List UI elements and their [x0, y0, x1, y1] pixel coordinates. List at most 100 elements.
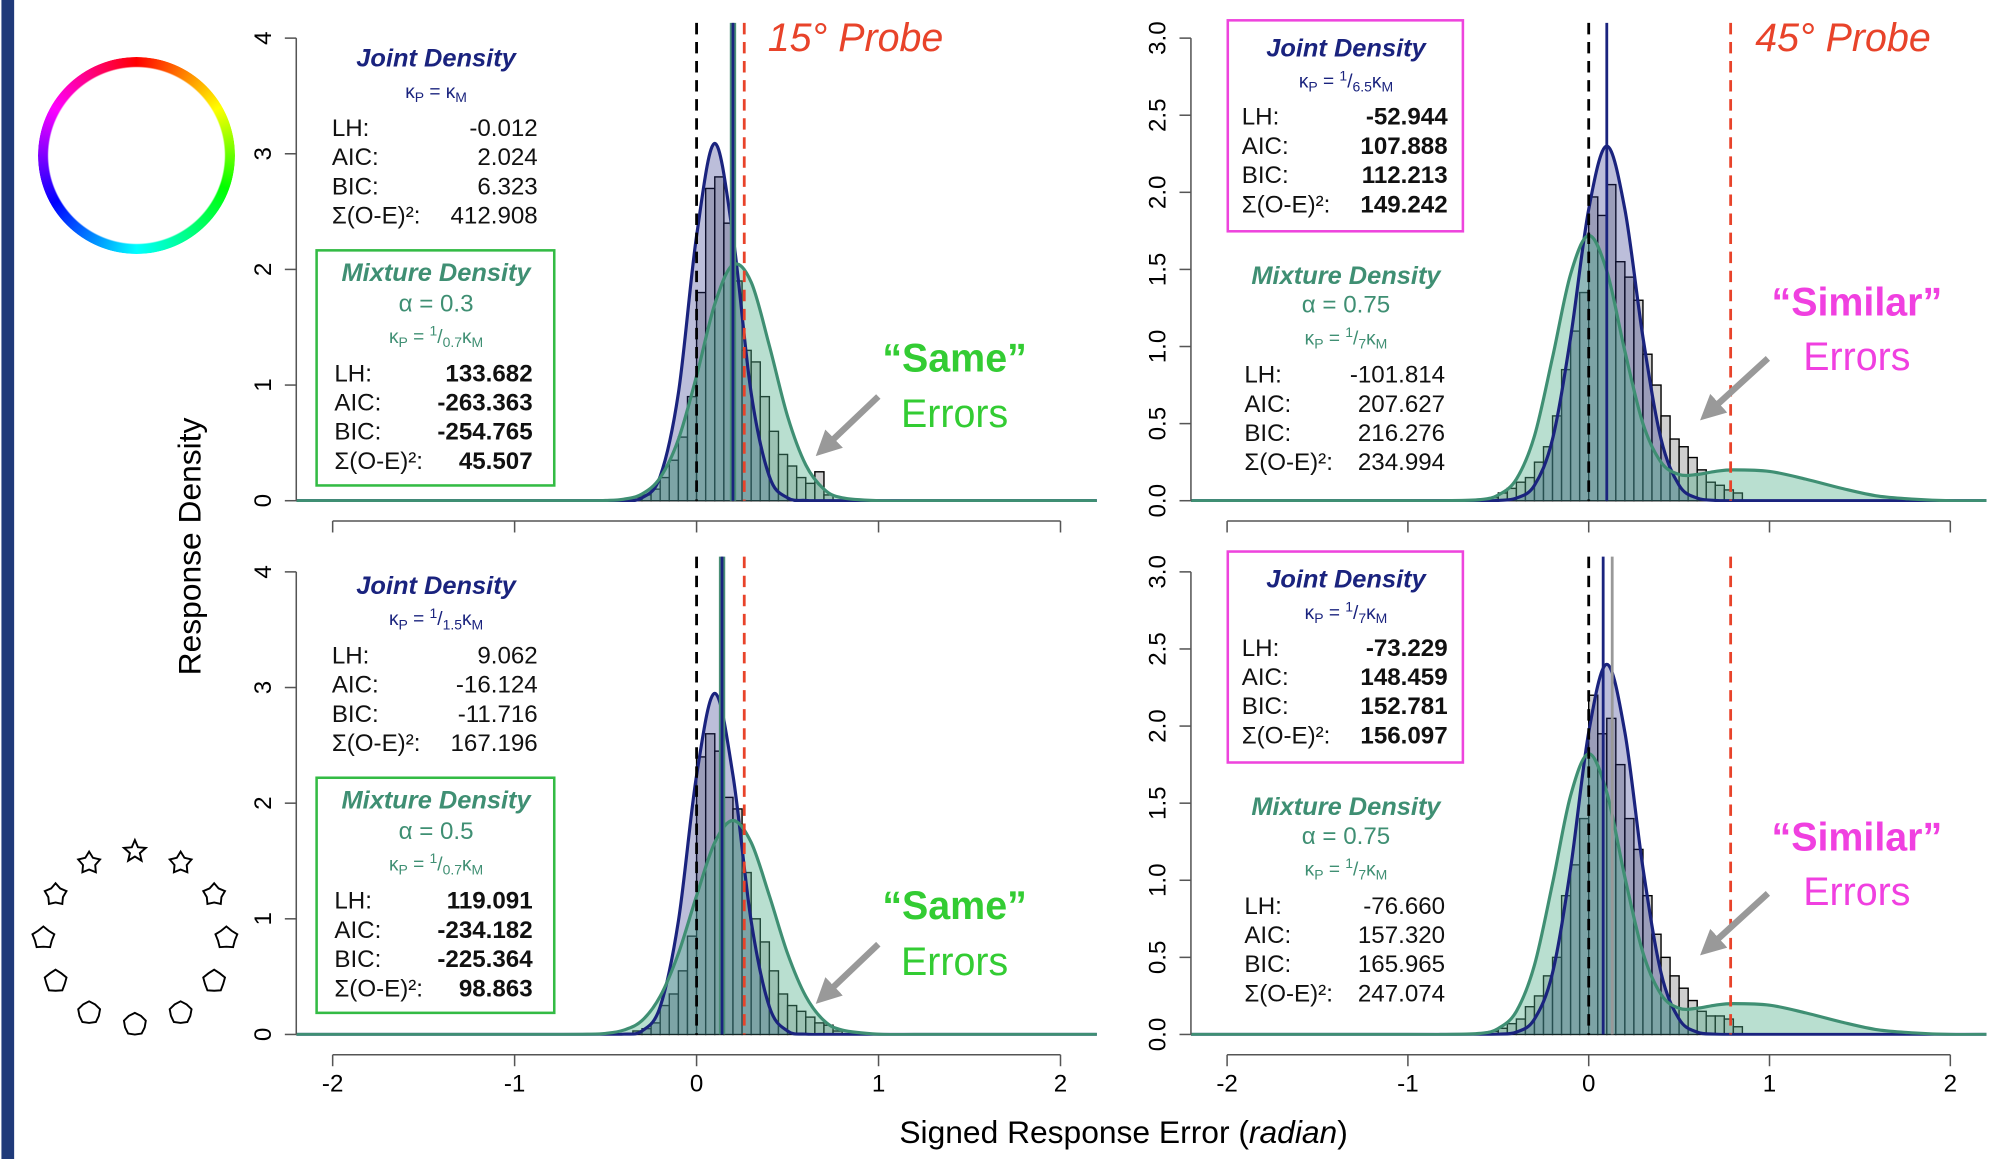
kappa-part: P: [1314, 335, 1323, 351]
kappa-part: =: [1324, 603, 1346, 624]
stat-value: 247.074: [1358, 980, 1445, 1007]
stat-value: 412.908: [451, 203, 538, 230]
stat-value: -16.124: [456, 672, 538, 699]
shape-icon: [214, 925, 239, 949]
kappa-part: =: [1324, 328, 1346, 349]
kappa-part: 1: [1339, 67, 1347, 83]
plot-area: [296, 141, 1097, 502]
alpha-label: α = 0.75: [1302, 823, 1390, 850]
stat-label: LH:: [1244, 893, 1282, 920]
kappa-part: κ: [389, 854, 399, 875]
stat-value: -254.765: [437, 419, 532, 446]
kappa-part: P: [398, 861, 407, 877]
kappa-part: 1.5: [443, 616, 463, 632]
stat-value: 152.781: [1360, 693, 1447, 720]
density-area: [1190, 753, 1987, 1035]
kappa-part: κ: [462, 327, 472, 348]
annotation-arrow: [1700, 356, 1771, 421]
x-tick-label: 0: [1582, 1071, 1595, 1098]
kappa-part: κ: [462, 854, 472, 875]
kappa-part: /: [1347, 72, 1353, 93]
stat-label: Σ(O-E)²:: [332, 203, 421, 230]
kappa-part: κ: [389, 327, 399, 348]
kappa-part: 1: [430, 322, 438, 338]
y-tick-label: 2.0: [1145, 709, 1172, 743]
y-tick-label: 3.0: [1145, 21, 1172, 55]
kappa-part: κ: [1305, 328, 1315, 349]
stat-value: 167.196: [451, 730, 538, 757]
density-curve: [1190, 233, 1987, 502]
kappa-part: 0.7: [443, 334, 463, 350]
stat-value: 207.627: [1358, 391, 1445, 418]
annotation-arrow: [815, 941, 881, 1004]
kappa-part: 1: [1345, 598, 1353, 614]
kappa-part: /: [437, 327, 443, 348]
stat-label: Σ(O-E)²:: [1244, 980, 1333, 1007]
y-tick-label: 0.0: [1145, 484, 1172, 518]
annotation: Errors: [1803, 870, 1910, 914]
kappa-part: M: [1376, 610, 1388, 626]
panel-title: 45° Probe: [1755, 16, 1931, 60]
shape-icon: [76, 849, 102, 874]
y-tick-label: 0.0: [1145, 1018, 1172, 1052]
shape-icon: [31, 925, 56, 949]
y-tick-label: 1: [250, 912, 277, 925]
kappa-part: P: [1314, 866, 1323, 882]
stat-value: -76.660: [1363, 893, 1445, 920]
panel-title: 15° Probe: [768, 16, 944, 60]
kappa-part: = κ: [424, 82, 456, 103]
stat-label: Σ(O-E)²:: [334, 975, 423, 1002]
kappa-part: 0.7: [443, 861, 463, 877]
kappa-part: M: [1376, 335, 1388, 351]
kappa-label: κP = 1/1.5κM: [389, 605, 483, 632]
y-tick-label: 4: [250, 565, 277, 578]
stat-label: LH:: [334, 360, 372, 387]
kappa-part: 1: [430, 850, 438, 866]
kappa-label: κP = 1/7κM: [1305, 598, 1388, 625]
density-curve: [296, 262, 1097, 502]
stat-value: 119.091: [447, 888, 533, 915]
kappa-label: κP = 1/7κM: [1305, 855, 1388, 882]
kappa-part: 1: [1345, 324, 1353, 340]
series-name: Mixture Density: [1251, 262, 1442, 290]
kappa-part: =: [408, 327, 430, 348]
kappa-part: M: [472, 616, 484, 632]
series-name: Mixture Density: [1251, 793, 1442, 821]
x-label-part: ): [1337, 1114, 1348, 1150]
kappa-part: κ: [1372, 72, 1382, 93]
stat-label: Σ(O-E)²:: [1242, 722, 1331, 749]
shape-icon: [122, 1011, 147, 1036]
kappa-part: κ: [1366, 328, 1376, 349]
kappa-part: /: [437, 854, 443, 875]
kappa-label: κP = 1/6.5κM: [1299, 67, 1393, 94]
annotation: “Same”: [882, 336, 1026, 380]
stat-label: AIC:: [1242, 133, 1289, 160]
alpha-label: α = 0.5: [399, 818, 474, 845]
stat-label: BIC:: [332, 173, 379, 200]
x-tick-label: 2: [1054, 1071, 1067, 1098]
shape-icon: [43, 881, 68, 906]
y-tick-label: 0: [250, 494, 277, 507]
stat-value: -73.229: [1366, 635, 1448, 662]
y-tick-label: 0: [250, 1028, 277, 1041]
kappa-part: 6.5: [1353, 78, 1373, 94]
kappa-part: M: [455, 89, 467, 105]
annotation: Errors: [1803, 335, 1910, 379]
kappa-label: κP = κM: [405, 82, 467, 105]
stat-value: -11.716: [458, 701, 538, 728]
y-tick-label: 3: [250, 147, 277, 160]
shape-icon: [168, 1000, 193, 1024]
stat-label: LH:: [1244, 362, 1282, 389]
y-tick-label: 1.5: [1145, 786, 1172, 820]
shape-icon: [43, 968, 68, 992]
stat-label: LH:: [1242, 104, 1280, 131]
stat-label: BIC:: [1244, 420, 1291, 447]
stat-value: 6.323: [477, 173, 537, 200]
x-tick-label: -1: [1397, 1071, 1418, 1098]
x-label-part: Signed Response Error (: [899, 1114, 1249, 1150]
y-tick-label: 1: [250, 378, 277, 391]
annotation-arrow: [1700, 891, 1771, 956]
shape-icon: [77, 1000, 102, 1024]
kappa-part: 7: [1358, 335, 1366, 351]
